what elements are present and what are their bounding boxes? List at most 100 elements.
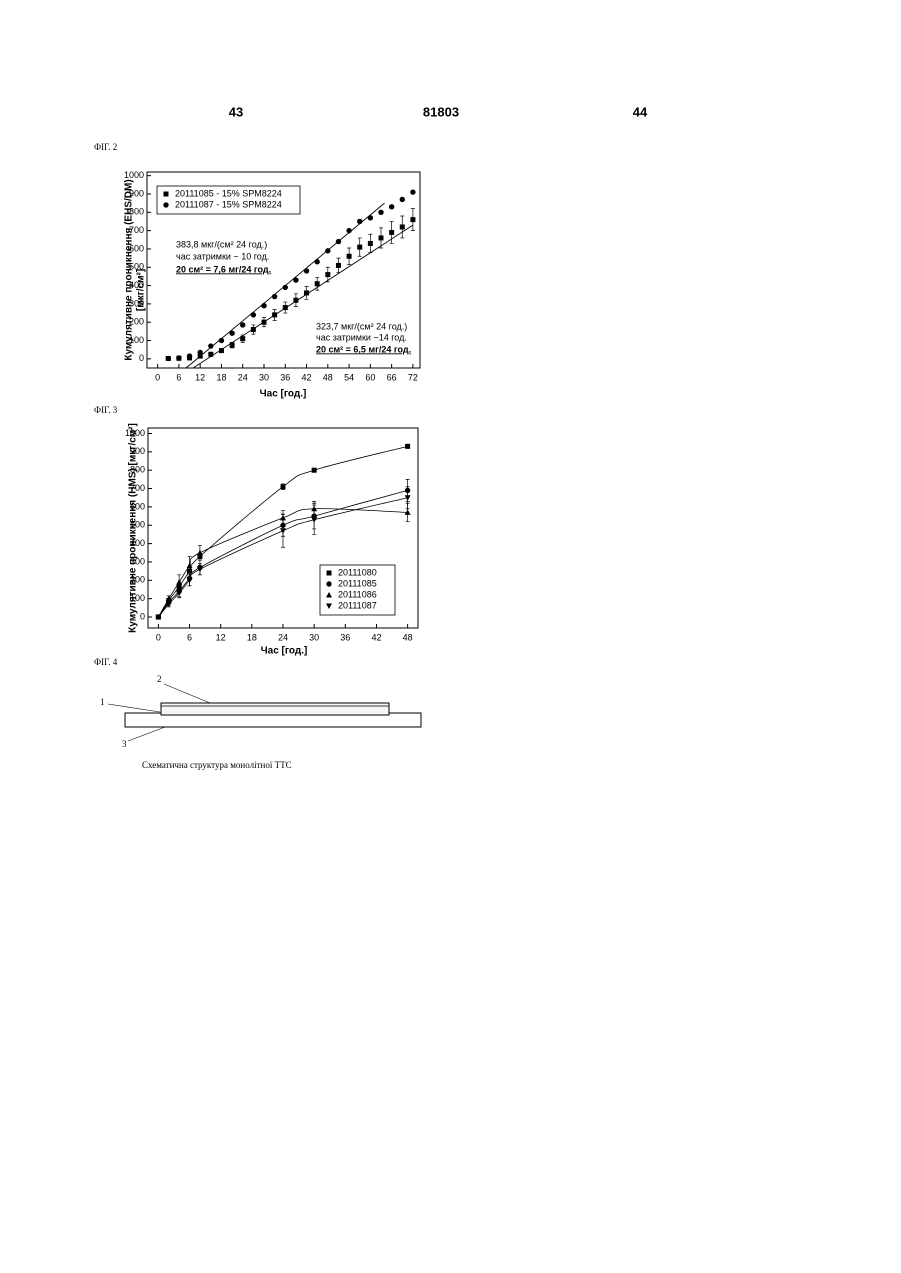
marker — [280, 528, 286, 534]
marker — [315, 281, 320, 286]
marker — [261, 303, 266, 308]
marker — [197, 550, 203, 556]
marker — [166, 356, 171, 361]
y-tick-label: 300 — [130, 556, 145, 566]
marker — [219, 338, 224, 343]
marker — [357, 219, 362, 224]
x-tick-label: 30 — [309, 632, 319, 642]
y-tick-label: 1000 — [125, 428, 145, 438]
marker — [219, 348, 224, 353]
x-tick-label: 12 — [195, 372, 205, 382]
annotation: 20 см² = 7,6 мг/24 год. — [176, 264, 271, 274]
x-axis-label: Час [год.] — [260, 389, 307, 400]
x-tick-label: 66 — [387, 372, 397, 382]
x-tick-label: 42 — [302, 372, 312, 382]
y-tick-label: 100 — [130, 593, 145, 603]
legend-marker — [327, 571, 332, 576]
y-tick-label: 100 — [129, 335, 144, 345]
figure-label: ФІГ. 4 — [94, 657, 118, 667]
marker — [272, 294, 277, 299]
marker — [410, 217, 415, 222]
y-tick-label: 800 — [129, 207, 144, 217]
part-label: 1 — [100, 697, 105, 707]
marker — [197, 350, 202, 355]
annotation: 323,7 мкг/(см² 24 год.) — [316, 321, 407, 331]
y-tick-label: 300 — [129, 298, 144, 308]
marker — [325, 272, 330, 277]
legend-label: 20111085 - 15% SPM8224 — [175, 188, 282, 198]
marker — [400, 197, 405, 202]
y-tick-label: 800 — [130, 465, 145, 475]
marker — [368, 215, 373, 220]
legend-marker — [164, 192, 169, 197]
marker — [208, 352, 213, 357]
x-tick-label: 18 — [216, 372, 226, 382]
page: 43 81803 44 ФІГ. 2 ФІГ. 3 ФІГ. 4 Кумулят… — [0, 0, 901, 1273]
y-tick-label: 200 — [130, 575, 145, 585]
x-tick-label: 36 — [340, 632, 350, 642]
y-tick-label: 1000 — [124, 170, 144, 180]
y-tick-label: 400 — [129, 280, 144, 290]
annotation: час затримки ~ 10 год. — [176, 251, 269, 261]
marker — [240, 336, 245, 341]
x-tick-label: 36 — [280, 372, 290, 382]
marker — [389, 204, 394, 209]
x-tick-label: 0 — [155, 372, 160, 382]
y-tick-label: 600 — [129, 243, 144, 253]
part-label: 2 — [157, 674, 162, 684]
marker — [410, 189, 415, 194]
patent-number: 81803 — [423, 104, 459, 119]
figure-label: ФІГ. 3 — [94, 405, 118, 415]
marker — [378, 210, 383, 215]
marker — [389, 230, 394, 235]
part-label: 3 — [122, 739, 127, 749]
x-tick-label: 42 — [371, 632, 381, 642]
legend-label: 20111086 — [338, 589, 377, 599]
y-tick-label: 900 — [129, 188, 144, 198]
x-tick-label: 0 — [156, 632, 161, 642]
marker — [314, 259, 319, 264]
marker — [347, 254, 352, 259]
marker — [187, 353, 192, 358]
x-tick-label: 48 — [323, 372, 333, 382]
y-tick-label: 400 — [130, 538, 145, 548]
x-tick-label: 24 — [278, 632, 288, 642]
marker — [357, 245, 362, 250]
legend-label: 20111085 — [338, 578, 377, 588]
marker — [304, 290, 309, 295]
legend-label: 20111087 — [338, 600, 377, 610]
marker — [229, 330, 234, 335]
x-tick-label: 60 — [365, 372, 375, 382]
x-tick-label: 18 — [247, 632, 257, 642]
legend-marker — [163, 202, 168, 207]
x-tick-label: 6 — [176, 372, 181, 382]
leader — [128, 727, 165, 741]
marker — [293, 298, 298, 303]
marker — [176, 355, 181, 360]
marker — [262, 320, 267, 325]
marker — [272, 312, 277, 317]
x-tick-label: 6 — [187, 632, 192, 642]
marker — [304, 268, 309, 273]
annotation: 383,8 мкг/(см² 24 год.) — [176, 239, 267, 249]
y-tick-label: 0 — [139, 353, 144, 363]
x-tick-label: 24 — [238, 372, 248, 382]
marker — [283, 285, 288, 290]
y-tick-label: 700 — [129, 225, 144, 235]
leader — [108, 704, 160, 712]
marker — [405, 444, 410, 449]
marker — [251, 327, 256, 332]
legend-marker — [326, 581, 331, 586]
annotation: час затримки ~14 год. — [316, 332, 407, 342]
marker — [400, 224, 405, 229]
annotation: 20 см² = 6,5 мг/24 год. — [316, 344, 411, 354]
marker — [251, 312, 256, 317]
layer-diagram — [108, 684, 421, 741]
y-tick-label: 700 — [130, 483, 145, 493]
marker — [293, 277, 298, 282]
y-tick-label: 600 — [130, 501, 145, 511]
legend-label: 20111080 — [338, 567, 377, 577]
marker — [336, 263, 341, 268]
legend-label: 20111087 - 15% SPM8224 — [175, 199, 282, 209]
marker — [346, 228, 351, 233]
